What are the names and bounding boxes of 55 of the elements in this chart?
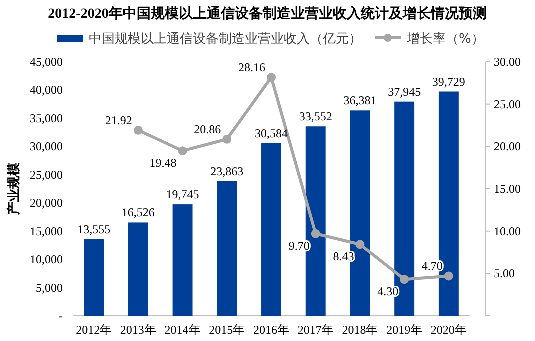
data-label: 16,526	[122, 206, 155, 220]
x-tick-label: 2016年	[254, 323, 290, 337]
data-label: 30,584	[255, 126, 288, 140]
x-tick-label: 2015年	[209, 323, 246, 337]
data-label: 36,381	[344, 94, 377, 108]
y-tick-label: 25,000	[30, 168, 63, 182]
y2-tick-label: 15.00	[494, 182, 521, 196]
point	[356, 240, 365, 250]
y2-tick-label: 25.00	[494, 97, 521, 112]
y-tick-label: 45,000	[30, 55, 63, 69]
data-label: 23,863	[210, 164, 244, 178]
x-tick-label: 2013年	[120, 323, 156, 337]
y-tick-label: -	[59, 309, 63, 323]
bar	[128, 222, 148, 316]
y-tick-label: 20,000	[30, 196, 63, 210]
point	[222, 134, 232, 144]
data-label: 19,745	[166, 188, 200, 202]
legend-label: 增长率（%）	[406, 31, 484, 47]
data-label: 21.92	[105, 113, 132, 128]
data-label: 33,552	[299, 110, 332, 124]
legend-label: 中国规模以上通信设备制造业营业收入（亿元）	[89, 32, 362, 47]
data-label: 19.48	[150, 156, 177, 170]
x-tick-label: 2019年	[386, 323, 423, 337]
x-tick-label: 2014年	[164, 323, 201, 337]
point	[134, 126, 143, 135]
chart-title: 2012-2020年中国规模以上通信设备制造业营业收入统计及增长情况预测	[48, 5, 487, 22]
x-tick-label: 2017年	[298, 323, 334, 337]
data-label: 13,555	[78, 222, 111, 236]
y-tick-label: 35,000	[30, 111, 63, 126]
x-tick-label: 2012年	[76, 323, 112, 337]
bar	[84, 239, 104, 316]
point	[178, 146, 188, 156]
x-tick-label: 2018年	[342, 323, 378, 337]
point	[400, 275, 410, 284]
y-tick-label: 15,000	[30, 224, 63, 238]
data-label: 20.86	[194, 122, 222, 136]
y-tick-label: 30,000	[30, 140, 63, 154]
data-label: 37,945	[388, 84, 422, 99]
y-tick-label: 10,000	[30, 252, 63, 267]
bar	[262, 143, 282, 316]
bar	[172, 204, 193, 316]
y-axis-title: 产业规模	[6, 163, 22, 216]
data-label: 39,729	[432, 74, 466, 89]
point	[311, 229, 320, 238]
point	[444, 272, 454, 281]
bar	[217, 181, 238, 316]
y2-tick-label: 20.00	[494, 140, 521, 154]
point	[267, 73, 276, 82]
y2-tick-label: 5.00	[494, 266, 515, 281]
y2-tick-label: 10.00	[494, 224, 521, 238]
data-label: 28.16	[238, 60, 266, 75]
y2-tick-label: 30.00	[494, 55, 521, 69]
y-tick-label: 40,000	[30, 83, 63, 98]
x-tick-label: 2020年	[430, 323, 467, 337]
y-tick-label: 5,000	[36, 280, 63, 295]
